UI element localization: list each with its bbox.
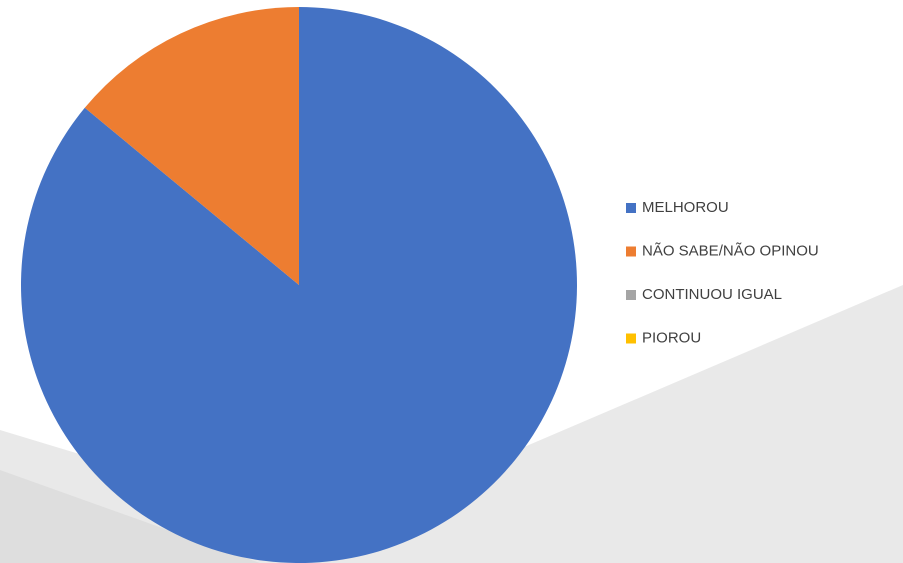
legend-swatch bbox=[626, 246, 636, 257]
pie-slice bbox=[84, 7, 299, 285]
legend-swatch bbox=[626, 290, 636, 300]
background-shape bbox=[0, 285, 903, 563]
legend-label: NÃO SABE/NÃO OPINOU bbox=[642, 242, 819, 259]
legend-label: PIOROU bbox=[642, 329, 701, 346]
legend-label: CONTINUOU IGUAL bbox=[642, 286, 782, 303]
legend-swatch bbox=[626, 333, 636, 344]
legend-label: MELHOROU bbox=[642, 199, 729, 216]
legend-swatch bbox=[626, 203, 636, 213]
